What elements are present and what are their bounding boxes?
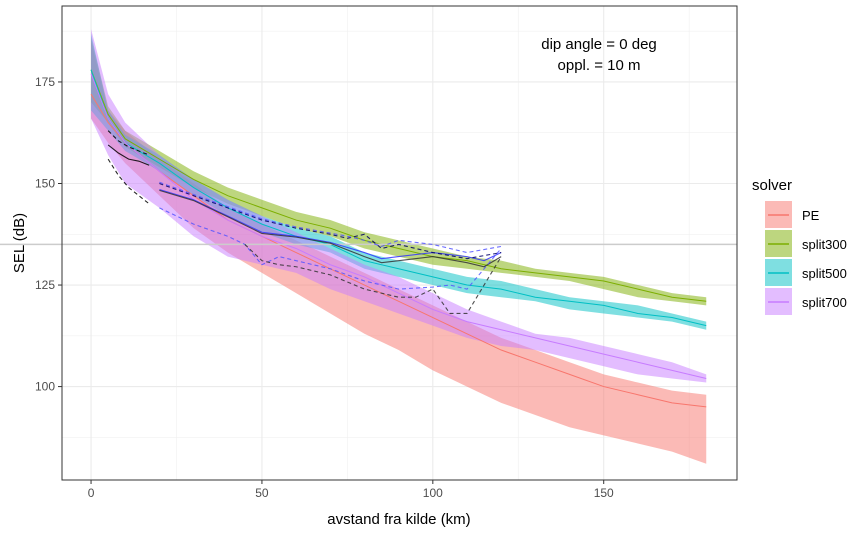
- ribbon-split700: [91, 29, 707, 383]
- y-tick-label: 125: [35, 278, 55, 292]
- measurement-lines: [107, 130, 502, 315]
- axis-ticks: 0 50 100 150 100 125 150 175: [35, 75, 614, 500]
- measurement-line: [244, 244, 502, 315]
- x-tick-label: 50: [255, 486, 269, 500]
- measurement-line: [107, 130, 150, 156]
- measurement-line: [159, 182, 502, 260]
- legend-title: solver: [752, 177, 792, 194]
- legend-label: split300: [802, 237, 847, 252]
- y-tick-label: 100: [35, 380, 55, 394]
- legend: PE split300 split500 split700: [765, 201, 847, 315]
- x-tick-label: 100: [423, 486, 443, 500]
- line-split500: [90, 69, 707, 327]
- panel-border: [61, 5, 738, 481]
- y-tick-label: 150: [35, 176, 55, 190]
- ribbon-PE: [91, 41, 707, 464]
- ribbons: [0, 29, 737, 464]
- measurement-line: [107, 144, 150, 166]
- ribbon-split300: [91, 37, 707, 306]
- measurement-line: [107, 158, 150, 205]
- measurement-line: [159, 189, 502, 262]
- x-tick-label: 0: [88, 486, 95, 500]
- x-axis-label: avstand fra kilde (km): [327, 511, 470, 528]
- y-tick-label: 175: [35, 75, 55, 89]
- legend-label: split500: [802, 266, 847, 281]
- measurement-line: [159, 189, 502, 268]
- x-tick-label: 150: [594, 486, 614, 500]
- measurement-line: [159, 207, 502, 290]
- y-axis-label: SEL (dB): [11, 213, 28, 273]
- measurement-line: [159, 181, 502, 254]
- ribbon-split500: [91, 33, 707, 330]
- legend-label: PE: [802, 208, 820, 223]
- annotation-line-1: dip angle = 0 deg: [541, 36, 657, 53]
- annotation-line-2: oppl. = 10 m: [558, 57, 641, 74]
- legend-label: split700: [802, 295, 847, 310]
